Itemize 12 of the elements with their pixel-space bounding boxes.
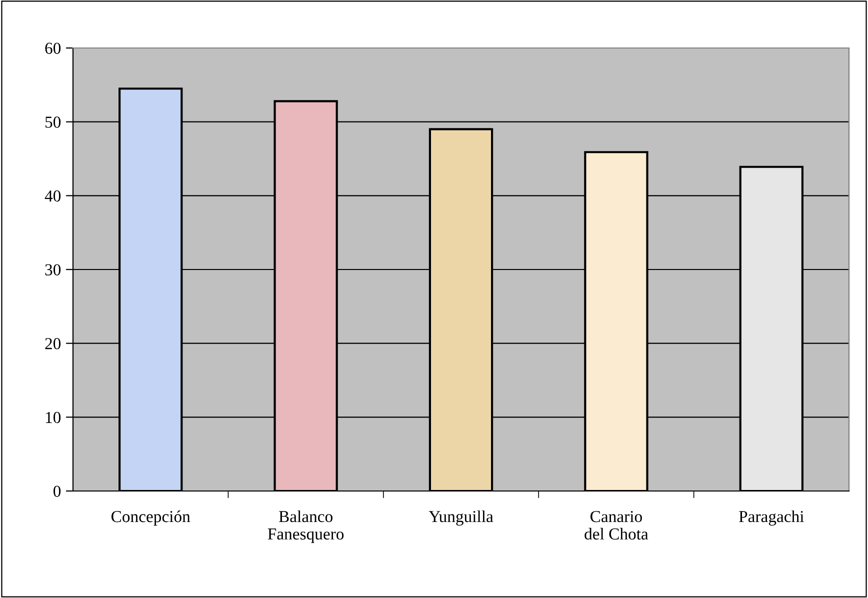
y-tick-label: 20 (45, 338, 61, 350)
y-tick-label: 40 (44, 190, 61, 202)
y-tick-label: 10 (46, 412, 61, 424)
y-tick-label: 60 (45, 42, 61, 54)
y-tick-label: 30 (45, 264, 61, 276)
x-tick-label: Concepción (111, 510, 190, 526)
x-tick-label: Paragachi (739, 510, 804, 526)
y-tick-label: 50 (45, 116, 61, 128)
x-tick-label: Yunguilla (428, 510, 494, 526)
y-tick-label: 0 (53, 486, 61, 497)
x-tick-label: Canario del Chota (584, 510, 648, 540)
x-tick-label: Balanco Fanesquero (268, 510, 344, 543)
